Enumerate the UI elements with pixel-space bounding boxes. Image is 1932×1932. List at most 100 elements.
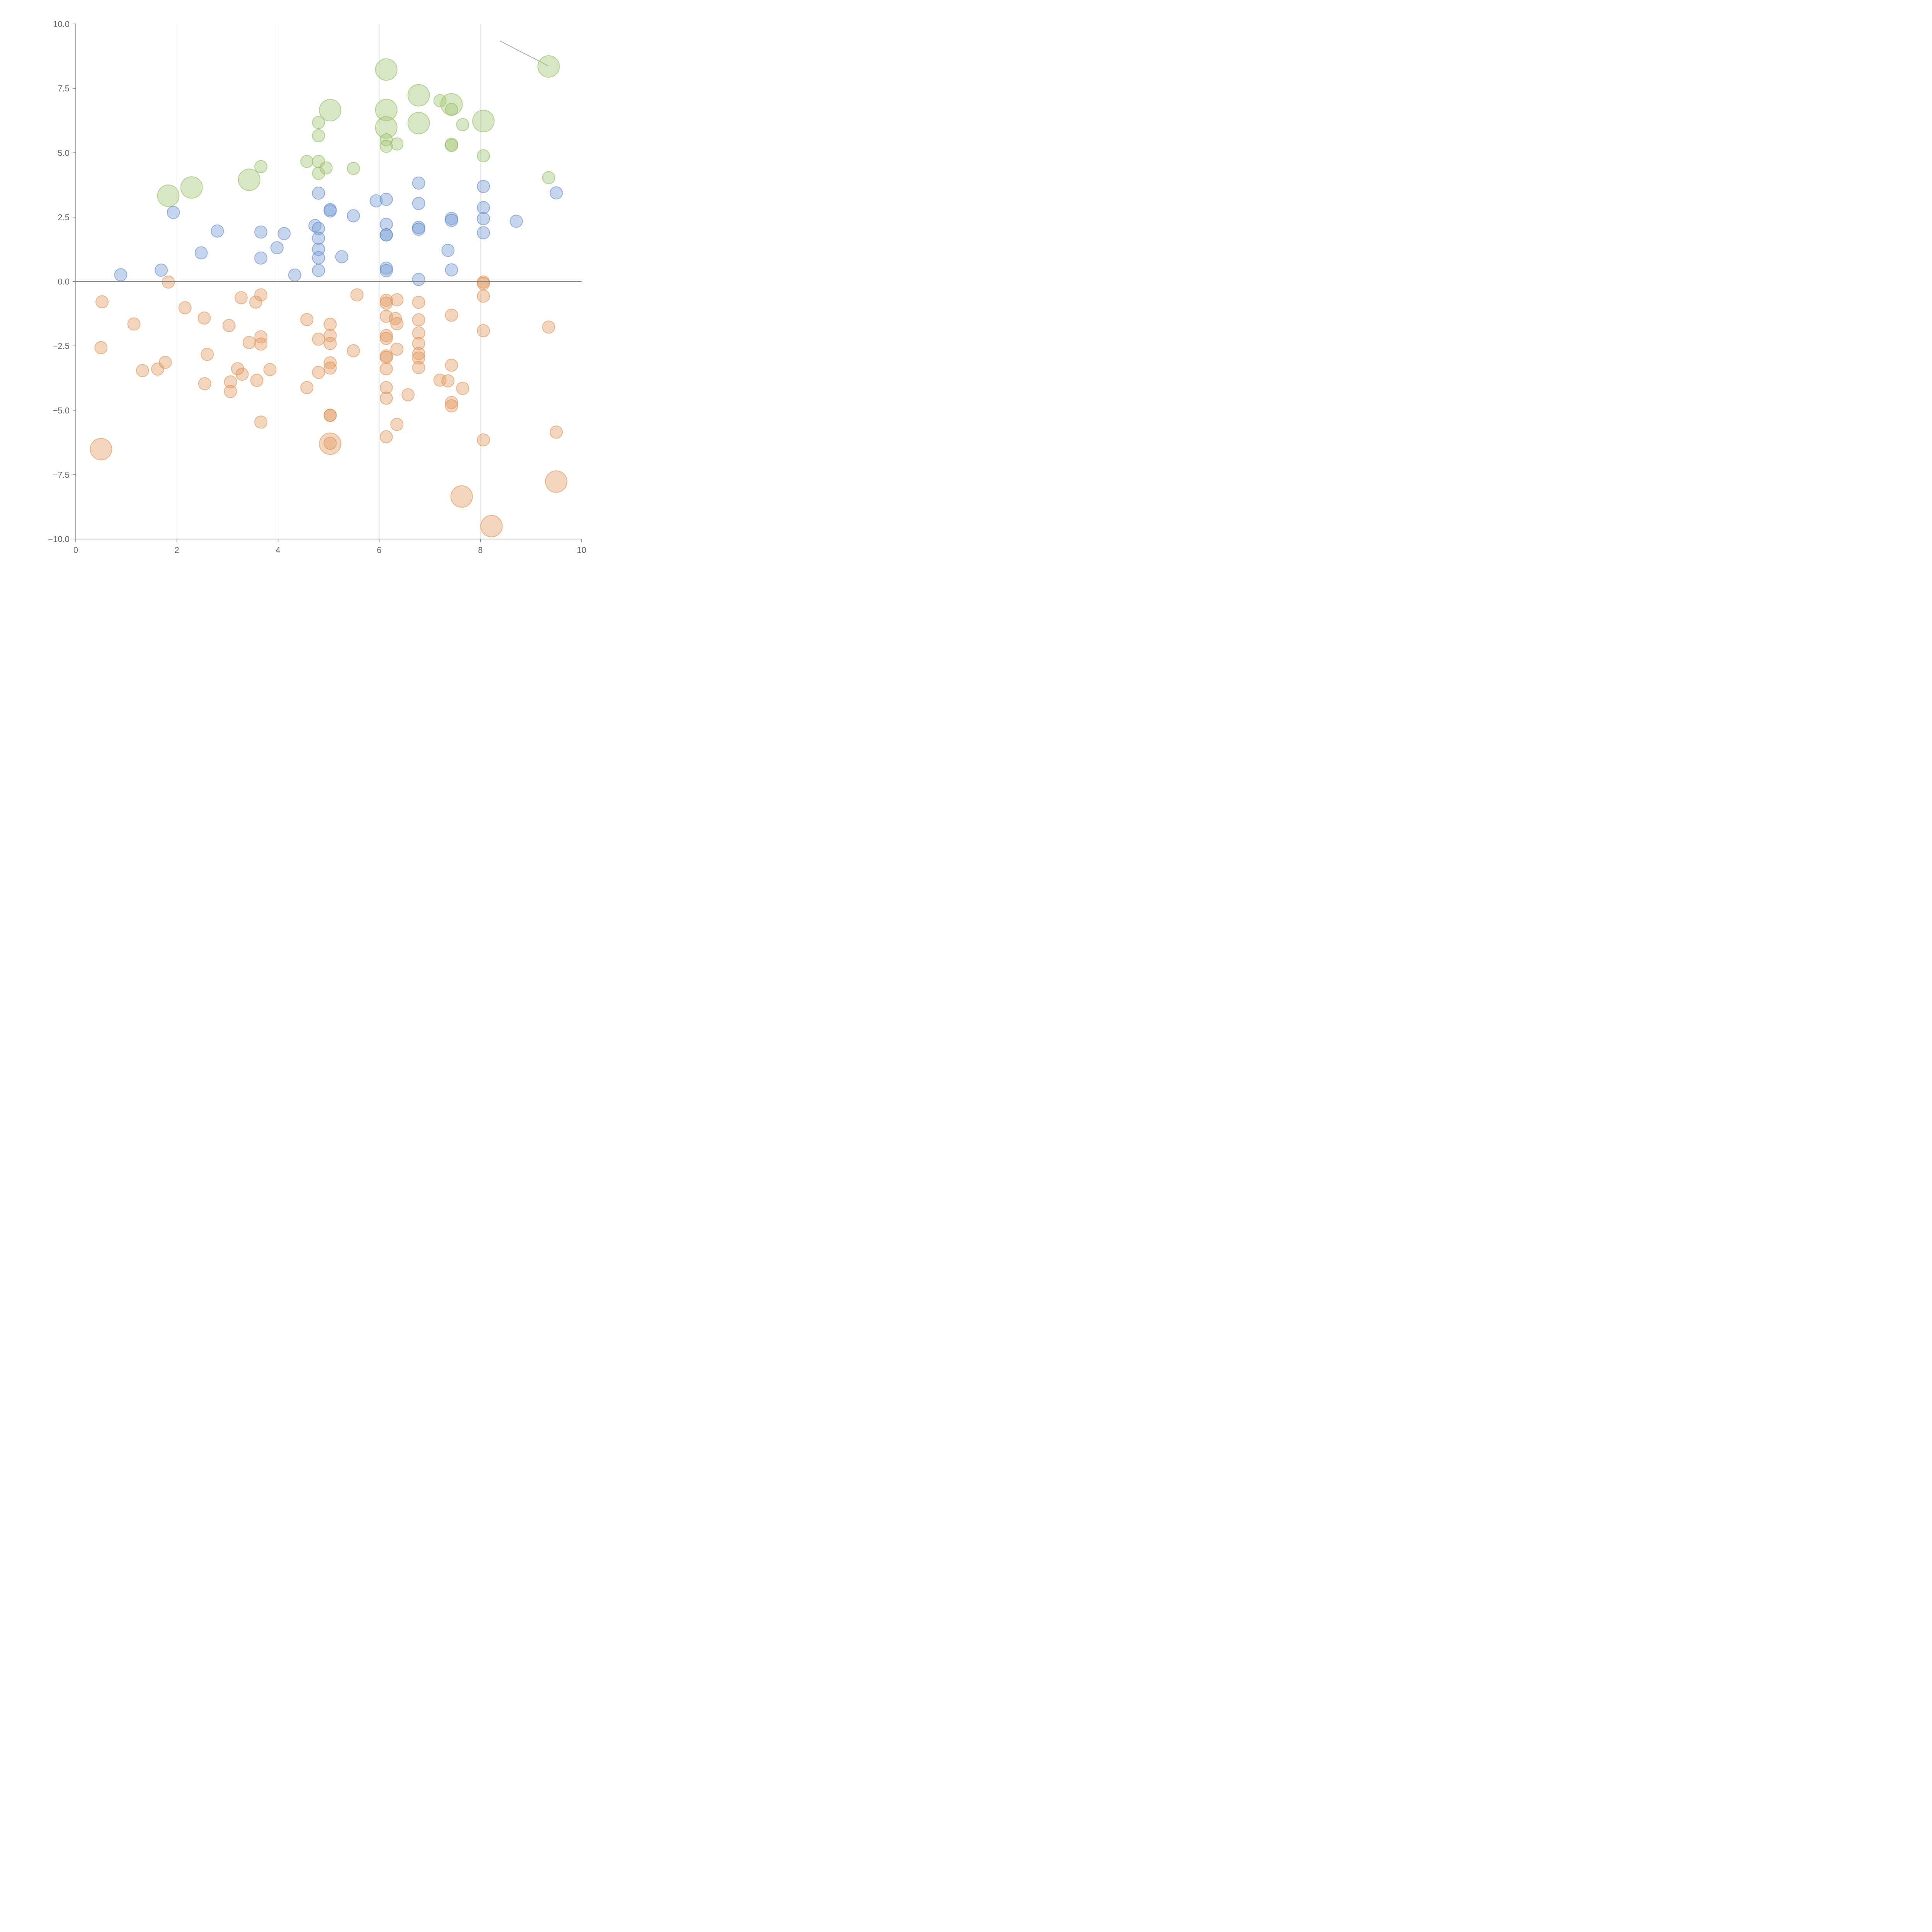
- bubble-blue: [477, 201, 490, 214]
- bubble-orange: [90, 438, 112, 461]
- bubble-green: [157, 184, 180, 207]
- bubble-orange: [312, 332, 325, 346]
- bubble-orange: [127, 317, 141, 331]
- bubble-orange: [412, 337, 425, 350]
- bubble-orange: [390, 293, 404, 306]
- bubble-blue: [312, 251, 325, 265]
- bubble-orange: [545, 470, 568, 493]
- x-tick-label: 10: [577, 545, 586, 555]
- bubble-orange: [477, 289, 490, 303]
- bubble-orange: [441, 374, 455, 388]
- y-tick-label: −10.0: [48, 534, 70, 544]
- bubble-orange: [445, 399, 458, 413]
- bubble-blue: [412, 273, 425, 286]
- bubble-orange: [224, 375, 237, 389]
- x-tick-label: 0: [73, 545, 78, 555]
- bubble-orange: [224, 385, 237, 398]
- bubble-blue: [379, 264, 393, 277]
- bubble-orange: [477, 433, 490, 447]
- bubble-green: [319, 99, 342, 122]
- bubble-orange: [242, 336, 256, 349]
- bubble-orange: [379, 329, 393, 342]
- bubble-orange: [549, 425, 563, 439]
- bubble-green: [379, 139, 393, 153]
- bubble-orange: [390, 317, 404, 330]
- x-tick-label: 8: [478, 545, 483, 555]
- bubble-blue: [254, 225, 268, 239]
- bubble-green: [440, 93, 463, 116]
- bubble-orange: [254, 330, 268, 344]
- bubble-green: [407, 112, 430, 134]
- bubble-orange: [379, 296, 393, 310]
- bubble-orange: [390, 418, 404, 431]
- bubble-blue: [441, 243, 455, 257]
- bubble-orange: [379, 332, 393, 345]
- bubble-orange: [542, 320, 555, 334]
- bubble-orange: [450, 485, 473, 508]
- y-tick-label: 2.5: [58, 213, 70, 222]
- bubble-orange: [445, 308, 458, 322]
- bubble-orange: [477, 277, 490, 290]
- bubble-blue: [412, 223, 425, 236]
- bubble-blue: [477, 226, 490, 240]
- bubble-green: [375, 116, 398, 139]
- bubble-orange: [254, 337, 268, 351]
- bubble-orange: [249, 295, 263, 309]
- bubble-orange: [319, 432, 342, 455]
- bubble-orange: [412, 351, 425, 365]
- bubble-green: [542, 171, 555, 184]
- bubble-orange: [350, 288, 364, 302]
- bubble-orange: [379, 430, 393, 444]
- bubble-orange: [389, 312, 402, 325]
- bubble-orange: [445, 359, 458, 372]
- bubble-blue: [312, 231, 325, 245]
- bubble-green: [180, 176, 203, 199]
- bubble-blue: [369, 194, 383, 207]
- bubble-orange: [323, 318, 337, 331]
- bubble-orange: [323, 361, 337, 375]
- bubble-orange: [222, 319, 236, 332]
- bubble-orange: [300, 313, 314, 327]
- bubble-orange: [323, 409, 337, 422]
- bubble-orange: [477, 324, 490, 337]
- bubble-green: [319, 161, 333, 175]
- annotation-leader-line: [500, 41, 548, 66]
- bubble-orange: [379, 351, 393, 364]
- bubble-orange: [390, 342, 404, 356]
- bubble-orange: [347, 344, 360, 357]
- bubble-orange: [254, 288, 268, 302]
- bubble-blue: [379, 192, 393, 206]
- y-tick-label: −2.5: [53, 341, 70, 351]
- bubble-blue: [167, 206, 180, 219]
- y-axis-ticks: 10.0 7.5 5.0 2.5 0.0 −2.5 −5.0 −7.5 −10.0: [48, 19, 76, 544]
- bubble-green: [375, 99, 398, 121]
- bubble-green: [238, 168, 260, 191]
- bubble-green: [347, 162, 360, 175]
- bubble-orange: [412, 361, 425, 374]
- bubble-orange: [198, 377, 211, 391]
- bubble-orange: [379, 362, 393, 376]
- bubble-blue: [323, 204, 337, 218]
- y-tick-label: 7.5: [58, 84, 70, 94]
- bubble-green: [472, 110, 495, 133]
- bubble-orange: [250, 374, 264, 387]
- bubble-orange: [312, 366, 325, 379]
- bubble-blue: [347, 209, 360, 223]
- bubble-green: [407, 84, 430, 107]
- bubble-blue: [379, 218, 393, 231]
- bubble-orange: [136, 364, 149, 378]
- bubble-orange: [201, 348, 214, 361]
- bubble-blue: [254, 251, 268, 265]
- bubble-blue: [312, 264, 325, 277]
- bubble-blue: [379, 228, 393, 242]
- bubble-orange: [379, 294, 393, 307]
- bubble-green: [312, 167, 325, 180]
- bubble-blue: [270, 241, 284, 255]
- bubble-blue: [312, 186, 325, 200]
- bubble-orange: [412, 313, 425, 327]
- x-tick-label: 4: [276, 545, 280, 555]
- bubble-green: [477, 149, 490, 163]
- bubble-orange: [158, 355, 172, 369]
- bubble-orange: [379, 391, 393, 405]
- bubble-orange: [300, 381, 314, 395]
